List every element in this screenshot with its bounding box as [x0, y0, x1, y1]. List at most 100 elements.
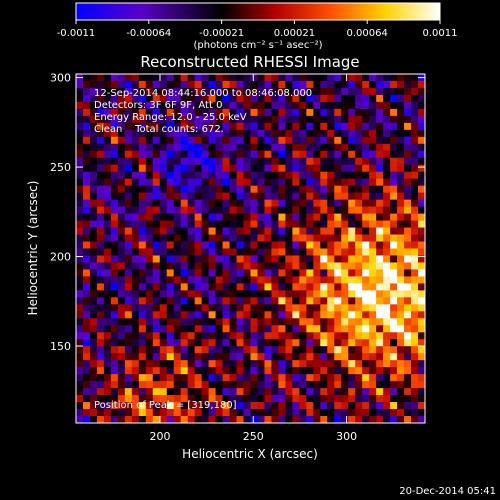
heatmap-cell [411, 283, 419, 291]
heatmap-cell [313, 416, 321, 423]
heatmap-cell [208, 171, 216, 180]
heatmap-cell [110, 255, 119, 263]
heatmap-cell [376, 143, 384, 152]
heatmap-cell [306, 339, 314, 347]
heatmap-cell [159, 381, 168, 389]
heatmap-cell [131, 74, 140, 82]
heatmap-cell [306, 353, 314, 361]
heatmap-cell [222, 262, 230, 270]
heatmap-cell [222, 311, 230, 319]
heatmap-cell [76, 164, 84, 173]
heatmap-cell [138, 318, 147, 326]
heatmap-cell [404, 332, 412, 340]
heatmap-cell [166, 248, 175, 256]
heatmap-cell [117, 346, 126, 354]
heatmap-cell [313, 255, 321, 263]
heatmap-cell [76, 388, 84, 396]
heatmap-cell [229, 255, 237, 263]
heatmap-cell [285, 297, 293, 305]
heatmap-cell [257, 87, 265, 96]
heatmap-cell [306, 318, 314, 326]
heatmap-cell [341, 129, 349, 138]
heatmap-cell [327, 101, 335, 110]
heatmap-cell [222, 416, 230, 423]
heatmap-cell [173, 318, 182, 326]
heatmap-cell [145, 367, 154, 375]
heatmap-cell [348, 325, 356, 333]
heatmap-cell [187, 108, 196, 117]
heatmap-cell [215, 164, 223, 173]
heatmap-cell [173, 80, 182, 89]
heatmap-cell [76, 87, 84, 96]
heatmap-cell [397, 171, 405, 180]
heatmap-cell [229, 388, 237, 396]
heatmap-cell [180, 178, 189, 187]
heatmap-cell [250, 150, 258, 159]
heatmap-cell [285, 220, 293, 228]
heatmap-cell [138, 150, 147, 159]
heatmap-cell [411, 255, 419, 263]
heatmap-cell [320, 367, 328, 375]
heatmap-cell [292, 339, 300, 347]
heatmap-cell [138, 332, 147, 340]
heatmap-cell [341, 297, 349, 305]
heatmap-cell [383, 304, 391, 312]
heatmap-cell [292, 269, 300, 277]
heatmap-cell [82, 150, 91, 159]
heatmap-cell [159, 360, 168, 368]
heatmap-cell [159, 311, 168, 319]
heatmap-cell [299, 290, 307, 298]
heatmap-cell [82, 409, 91, 417]
heatmap-cell [152, 129, 161, 138]
heatmap-cell [404, 297, 412, 305]
heatmap-cell [117, 74, 126, 82]
heatmap-cell [362, 164, 370, 173]
heatmap-cell [271, 192, 279, 201]
heatmap-cell [236, 178, 244, 187]
heatmap-cell [397, 353, 405, 361]
heatmap-cell [229, 248, 237, 256]
heatmap-cell [208, 94, 216, 103]
heatmap-cell [383, 171, 391, 180]
heatmap-cell [89, 80, 98, 89]
heatmap-cell [313, 122, 321, 131]
heatmap-cell [369, 164, 377, 173]
heatmap-cell [243, 332, 251, 340]
heatmap-cell [145, 360, 154, 368]
heatmap-cell [180, 304, 189, 312]
heatmap-cell [96, 108, 105, 117]
heatmap-cell [397, 101, 405, 110]
heatmap-cell [404, 409, 412, 417]
heatmap-cell [299, 74, 307, 82]
heatmap-cell [341, 409, 349, 417]
heatmap-cell [110, 171, 119, 180]
heatmap-cell [383, 269, 391, 277]
heatmap-cell [152, 416, 161, 423]
heatmap-cell [334, 395, 342, 403]
heatmap-cell [362, 402, 370, 410]
heatmap-cell [341, 227, 349, 235]
heatmap-cell [243, 171, 251, 180]
heatmap-cell [222, 388, 230, 396]
heatmap-cell [369, 220, 377, 228]
heatmap-cell [110, 136, 119, 145]
heatmap-cell [383, 220, 391, 228]
heatmap-cell [180, 129, 189, 138]
heatmap-cell [250, 178, 258, 187]
heatmap-cell [159, 304, 168, 312]
heatmap-cell [292, 409, 300, 417]
heatmap-cell [173, 346, 182, 354]
heatmap-cell [327, 171, 335, 180]
heatmap-cell [278, 346, 286, 354]
heatmap-cell [341, 115, 349, 124]
heatmap-cell [159, 416, 168, 423]
heatmap-cell [397, 332, 405, 340]
heatmap-cell [299, 416, 307, 423]
heatmap-cell [257, 325, 265, 333]
heatmap-cell [103, 115, 112, 124]
heatmap-cell [82, 108, 91, 117]
heatmap-cell [285, 136, 293, 145]
heatmap-cell [411, 360, 419, 368]
heatmap-cell [313, 143, 321, 152]
heatmap-cell [173, 136, 182, 145]
